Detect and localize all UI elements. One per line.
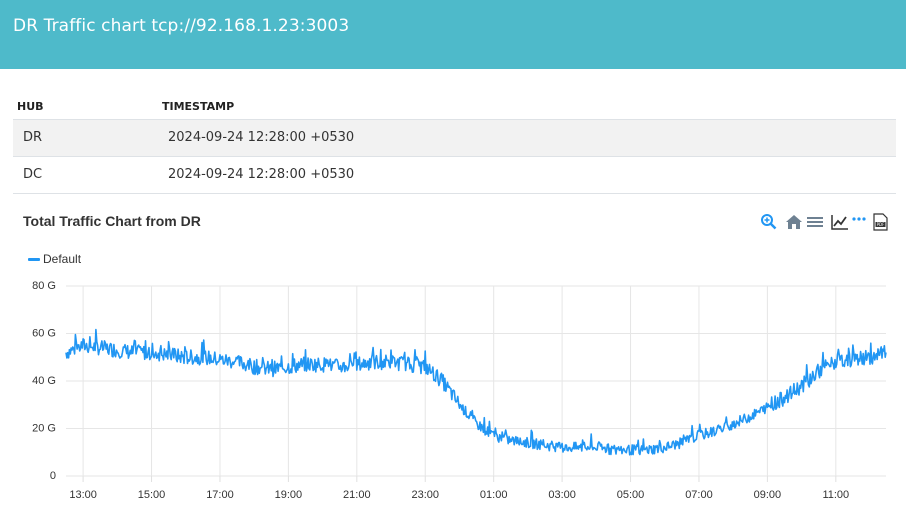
- app-header: DR Traffic chart tcp://92.168.1.23:3003: [0, 0, 906, 69]
- legend-swatch: [28, 258, 40, 262]
- column-header-timestamp: TIMESTAMP: [162, 100, 235, 113]
- more-icon[interactable]: [851, 213, 869, 231]
- table-row[interactable]: DC 2024-09-24 12:28:00 +0530: [13, 156, 896, 193]
- line-chart-icon[interactable]: [831, 213, 849, 231]
- chart-legend[interactable]: Default: [28, 252, 81, 266]
- timestamp-cell: 2024-09-24 12:28:00 +0530: [168, 167, 355, 182]
- page-title: DR Traffic chart tcp://92.168.1.23:3003: [13, 16, 350, 36]
- table-header: HUB TIMESTAMP: [13, 96, 896, 119]
- series-line-default: [65, 328, 887, 456]
- x-tick-label: 01:00: [480, 489, 508, 501]
- pdf-export-icon[interactable]: PDF: [871, 213, 889, 231]
- zoom-in-icon[interactable]: [760, 213, 778, 231]
- x-tick-label: 11:00: [822, 489, 849, 501]
- hub-cell: DR: [23, 130, 43, 145]
- x-tick-label: 03:00: [548, 489, 576, 501]
- x-tick-label: 17:00: [206, 489, 234, 501]
- timestamp-cell: 2024-09-24 12:28:00 +0530: [168, 130, 355, 145]
- hub-table: HUB TIMESTAMP DR 2024-09-24 12:28:00 +05…: [13, 96, 896, 194]
- x-tick-label: 19:00: [275, 489, 303, 501]
- chart-toolbar: PDF: [758, 213, 888, 231]
- chart-title: Total Traffic Chart from DR: [23, 213, 201, 229]
- hub-cell: DC: [23, 167, 43, 182]
- table-row[interactable]: DR 2024-09-24 12:28:00 +0530: [13, 119, 896, 156]
- x-tick-label: 21:00: [343, 489, 371, 501]
- x-tick-label: 15:00: [138, 489, 166, 501]
- column-header-hub: HUB: [17, 100, 44, 113]
- legend-label: Default: [43, 252, 82, 266]
- x-tick-label: 05:00: [617, 489, 645, 501]
- y-tick-label: 80 G: [32, 280, 56, 292]
- menu-icon[interactable]: [806, 213, 824, 231]
- y-tick-label: 0: [50, 470, 56, 482]
- x-tick-label: 07:00: [685, 489, 713, 501]
- table-bottom-border: [13, 193, 896, 194]
- y-tick-label: 20 G: [32, 423, 56, 435]
- traffic-line-chart: 0 20 G 40 G 60 G 80 G 13:00 15:00 17:00 19:00 21…: [32, 280, 887, 501]
- x-tick-label: 09:00: [754, 489, 782, 501]
- svg-text:PDF: PDF: [877, 222, 885, 227]
- x-tick-label: 13:00: [69, 489, 97, 501]
- x-tick-label: 23:00: [411, 489, 439, 501]
- y-tick-label: 40 G: [32, 375, 56, 387]
- home-icon[interactable]: [785, 213, 803, 231]
- y-tick-label: 60 G: [32, 328, 56, 340]
